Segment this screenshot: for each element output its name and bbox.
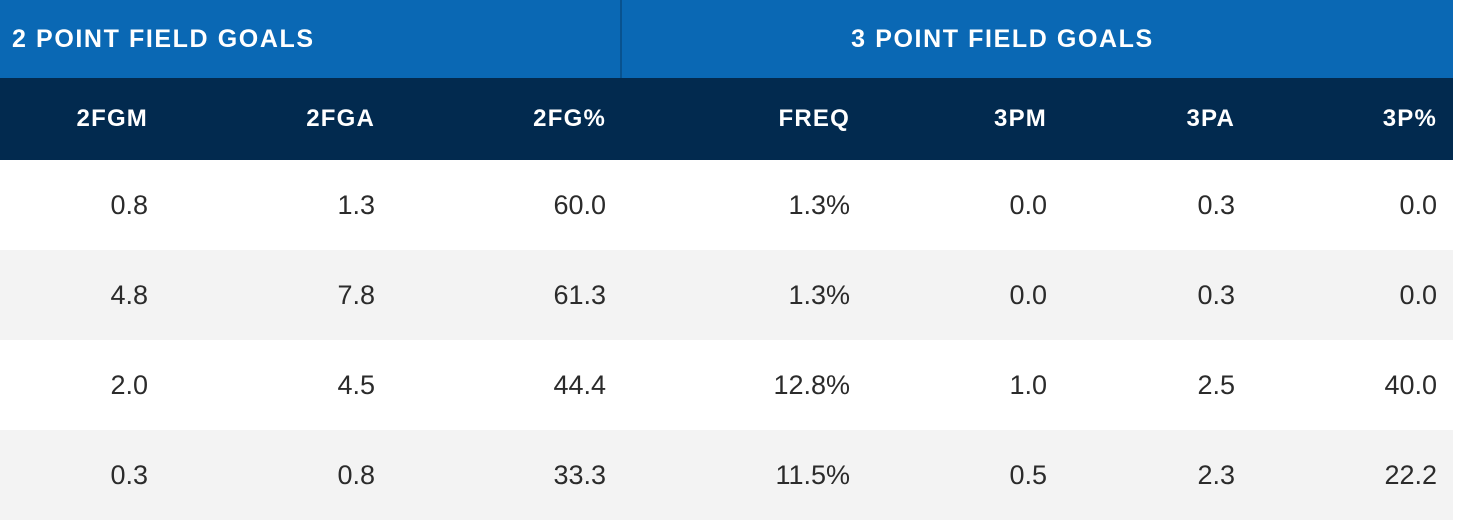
table-cell: 2.3	[1197, 459, 1235, 490]
table-cell: 44.4	[553, 369, 606, 400]
table-cell: 2.5	[1197, 369, 1235, 400]
table-cell: 1.3	[337, 189, 375, 220]
table-cell: 0.0	[1009, 189, 1047, 220]
table-cell: 0.3	[110, 459, 148, 490]
table-cell: 33.3	[553, 459, 606, 490]
table-cell: 0.3	[1197, 189, 1235, 220]
table-row: 0.3 0.8 33.3 11.5% 0.5 2.3 22.2	[0, 430, 1453, 520]
column-header-2fga[interactable]: 2FGA	[306, 105, 375, 132]
table-cell: 1.3%	[788, 189, 850, 220]
table-cell: 7.8	[337, 279, 375, 310]
table-cell: 1.0	[1009, 369, 1047, 400]
table-cell: 40.0	[1384, 369, 1437, 400]
table-cell: 0.0	[1399, 189, 1437, 220]
table-row: 4.8 7.8 61.3 1.3% 0.0 0.3 0.0	[0, 250, 1453, 340]
column-header-2fgm[interactable]: 2FGM	[76, 105, 148, 132]
column-header-3pm[interactable]: 3PM	[994, 105, 1047, 132]
column-header-3pa[interactable]: 3PA	[1186, 105, 1235, 132]
table-cell: 1.3%	[788, 279, 850, 310]
table-cell: 4.5	[337, 369, 375, 400]
table-row: 0.8 1.3 60.0 1.3% 0.0 0.3 0.0	[0, 160, 1453, 250]
table-cell: 60.0	[553, 189, 606, 220]
table-cell: 0.0	[1399, 279, 1437, 310]
column-header-2fg-pct[interactable]: 2FG%	[533, 105, 606, 132]
table-row: 2.0 4.5 44.4 12.8% 1.0 2.5 40.0	[0, 340, 1453, 430]
table-cell: 0.8	[337, 459, 375, 490]
column-header-freq[interactable]: FREQ	[778, 105, 850, 132]
column-header-3p-pct[interactable]: 3P%	[1382, 105, 1437, 132]
table-cell: 11.5%	[775, 459, 850, 490]
group-header-3pt-field-goals: 3 POINT FIELD GOALS	[851, 24, 1154, 53]
table-cell: 61.3	[553, 279, 606, 310]
table-cell: 4.8	[110, 279, 148, 310]
table-cell: 22.2	[1384, 459, 1437, 490]
group-header-2pt-field-goals: 2 POINT FIELD GOALS	[0, 0, 622, 78]
table-cell: 0.5	[1009, 459, 1047, 490]
table-cell: 0.3	[1197, 279, 1235, 310]
table-cell: 0.8	[110, 189, 148, 220]
column-header-row: 2FGM 2FGA 2FG% FREQ 3PM 3PA 3P%	[0, 78, 1453, 160]
table-cell: 0.0	[1009, 279, 1047, 310]
group-header-row: 2 POINT FIELD GOALS 3 POINT FIELD GOALS	[0, 0, 1453, 78]
table-cell: 12.8%	[773, 369, 850, 400]
table-cell: 2.0	[110, 369, 148, 400]
